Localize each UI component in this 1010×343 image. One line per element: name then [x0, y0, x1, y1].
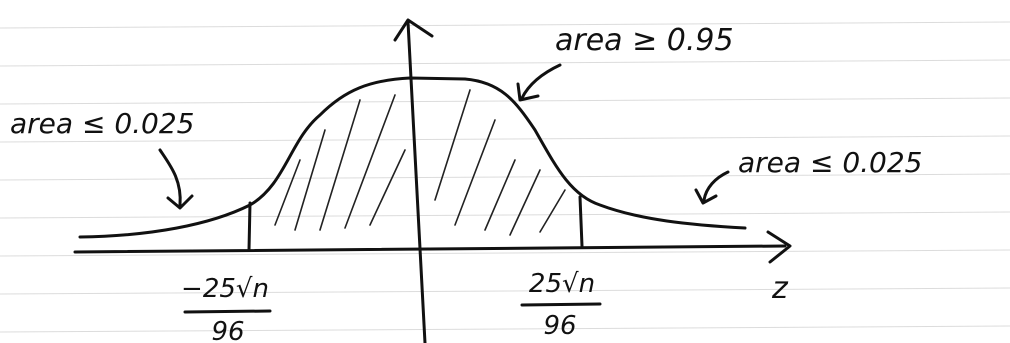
rule — [0, 60, 1010, 66]
hatch-line — [485, 160, 515, 230]
bound-denominator: 96 — [211, 317, 244, 343]
rule — [0, 22, 1010, 28]
hatch-line — [320, 100, 360, 230]
fraction-bar — [185, 311, 270, 312]
y-axis-arrow — [395, 20, 432, 40]
annotation: area ≥ 0.95 — [555, 23, 734, 58]
hatch-line — [295, 130, 325, 230]
hatch-line — [275, 160, 300, 225]
bound-numerator: 25√n — [529, 269, 595, 299]
axis-label: z — [771, 271, 789, 306]
diagram: area ≤ 0.025 area ≥ 0.95 area ≤ 0.025 −2… — [0, 0, 1010, 343]
hatch-line — [510, 170, 540, 235]
rule — [0, 98, 1010, 104]
annotation-arrow — [522, 65, 560, 98]
lower-bound-line — [249, 203, 250, 250]
x-axis — [75, 246, 785, 252]
annotation: area ≤ 0.025 — [738, 146, 922, 179]
rule — [0, 212, 1010, 218]
annotation: area ≤ 0.025 — [10, 107, 194, 140]
hatch-line — [455, 120, 495, 225]
rule — [0, 288, 1010, 294]
annotation-arrow — [160, 150, 180, 205]
bound-numerator: −25√n — [181, 274, 269, 304]
rule — [0, 326, 1010, 332]
y-axis — [408, 22, 425, 343]
hatch-line — [370, 150, 405, 225]
upper-bound-line — [580, 197, 582, 246]
hatch-line — [345, 95, 395, 228]
bound-denominator: 96 — [543, 311, 576, 341]
hatch-line — [435, 90, 470, 200]
fraction-bar — [522, 304, 600, 305]
hatch-line — [540, 190, 565, 232]
